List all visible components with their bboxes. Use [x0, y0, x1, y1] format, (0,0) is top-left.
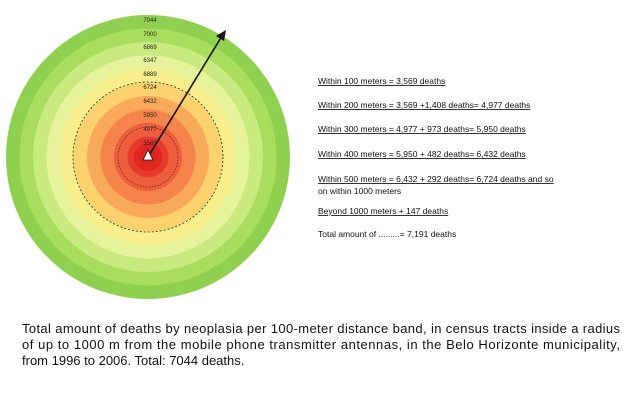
info-line: Within 100 meters = 3,569 deaths — [318, 76, 445, 86]
ring-label: 6724 — [143, 85, 157, 91]
arrow-head — [216, 30, 226, 41]
info-line: Within 200 meters = 3,569 +1,408 deaths=… — [318, 100, 530, 110]
ring-label: 4977 — [143, 127, 157, 133]
ring-label: 6889 — [143, 72, 157, 78]
ring-label: 6347 — [143, 58, 157, 64]
info-line: Within 400 meters = 5,950 + 482 deaths= … — [318, 149, 526, 159]
ring-label: 7044 — [143, 18, 157, 24]
caption-line: Total amount of deaths by neoplasia per … — [22, 321, 621, 336]
info-line: Beyond 1000 meters + 147 deaths — [318, 206, 448, 216]
dashed-circle — [72, 81, 224, 233]
ring-label: 5950 — [143, 113, 157, 119]
info-line: Within 500 meters = 6,432 + 292 deaths= … — [318, 174, 554, 184]
info-line: Total amount of .........= 7,191 deaths — [318, 229, 456, 239]
antenna-icon — [142, 149, 154, 161]
ring-label: 3569 — [143, 141, 157, 147]
ring-label: 7000 — [143, 32, 157, 38]
caption-line: of up to 1000 m from the mobile phone tr… — [22, 337, 620, 352]
info-line: Within 300 meters = 4,977 + 973 deaths= … — [318, 124, 526, 134]
arrow-line — [147, 35, 223, 158]
info-line: on within 1000 meters — [318, 186, 401, 196]
dashed-circle — [117, 126, 179, 188]
ring-label: 6432 — [143, 99, 157, 105]
caption-line: from 1996 to 2006. Total: 7044 deaths. — [22, 353, 244, 368]
ring-label: 6869 — [143, 45, 157, 51]
